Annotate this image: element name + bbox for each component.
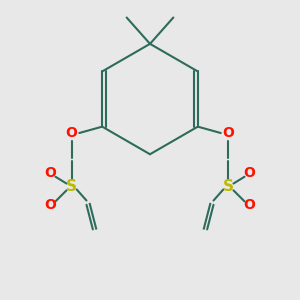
Text: O: O [222, 126, 234, 140]
Text: S: S [223, 179, 234, 194]
Text: O: O [66, 126, 78, 140]
Text: O: O [44, 198, 56, 212]
Text: O: O [244, 198, 256, 212]
Text: O: O [44, 167, 56, 180]
Text: O: O [244, 167, 256, 180]
Text: S: S [66, 179, 77, 194]
